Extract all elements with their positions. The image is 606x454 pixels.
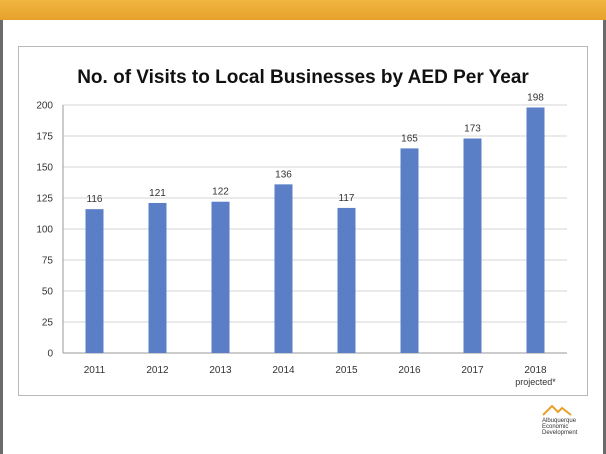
logo-line-2: Economic bbox=[542, 424, 569, 430]
bar-2014 bbox=[274, 184, 293, 353]
chart-area: No. of Visits to Local Businesses by AED… bbox=[18, 46, 588, 396]
data-label-2011: 116 bbox=[87, 194, 103, 205]
bar-2018 bbox=[526, 107, 545, 353]
mountain-logo-icon bbox=[542, 404, 572, 416]
bar-2017 bbox=[463, 138, 482, 353]
y-tick-label: 100 bbox=[36, 225, 53, 236]
y-tick-label: 200 bbox=[36, 101, 53, 112]
data-label-2013: 122 bbox=[212, 187, 229, 198]
bar-chart: No. of Visits to Local Businesses by AED… bbox=[36, 67, 567, 387]
x-tick-label-2015: 2015 bbox=[335, 365, 358, 376]
bar-2012 bbox=[148, 202, 167, 353]
left-border bbox=[0, 20, 3, 454]
bar-2015 bbox=[337, 207, 356, 353]
y-tick-label: 50 bbox=[42, 287, 54, 298]
data-label-2012: 121 bbox=[149, 188, 166, 199]
x-tick-label-2012: 2012 bbox=[146, 365, 169, 376]
x-tick-sublabel-2018: projected* bbox=[515, 377, 556, 387]
top-banner bbox=[0, 0, 606, 20]
chart-title: No. of Visits to Local Businesses by AED… bbox=[77, 67, 529, 88]
y-tick-label: 125 bbox=[36, 194, 53, 205]
x-tick-label-2018: 2018 bbox=[524, 365, 547, 376]
x-tick-label-2011: 2011 bbox=[84, 365, 106, 376]
logo-line-3: Development bbox=[542, 430, 578, 436]
bar-2016 bbox=[400, 148, 419, 353]
y-tick-label: 25 bbox=[42, 318, 54, 329]
x-tick-label-2013: 2013 bbox=[209, 365, 232, 376]
x-tick-label-2017: 2017 bbox=[461, 365, 484, 376]
x-tick-label-2016: 2016 bbox=[398, 365, 421, 376]
aed-logo: Albuquerque Economic Development bbox=[542, 404, 602, 446]
bar-2013 bbox=[211, 201, 230, 353]
x-tick-label-2014: 2014 bbox=[272, 365, 295, 376]
logo-line-1: Albuquerque bbox=[542, 418, 577, 424]
data-label-2018: 198 bbox=[527, 92, 544, 103]
data-label-2014: 136 bbox=[275, 169, 292, 180]
y-tick-label: 175 bbox=[36, 132, 53, 143]
data-label-2015: 117 bbox=[339, 193, 355, 204]
y-tick-label: 0 bbox=[47, 349, 53, 360]
y-tick-label: 150 bbox=[36, 163, 53, 174]
data-label-2017: 173 bbox=[464, 123, 481, 134]
data-label-2016: 165 bbox=[401, 133, 418, 144]
bar-2011 bbox=[85, 209, 104, 353]
right-border bbox=[603, 20, 606, 454]
y-tick-label: 75 bbox=[42, 256, 54, 267]
